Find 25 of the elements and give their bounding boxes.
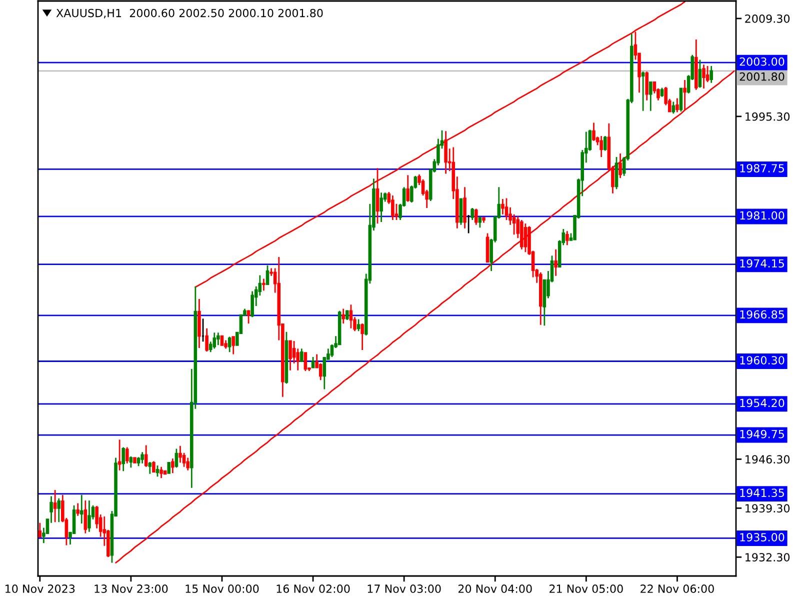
y-tick-label: 1932.30: [746, 553, 790, 562]
y-tick-label: 1939.30: [746, 504, 790, 513]
x-tick-label: 15 Nov 00:00: [186, 584, 259, 593]
x-tick-label: 17 Nov 03:00: [368, 584, 441, 593]
x-tick-label: 10 Nov 2023: [6, 584, 75, 593]
ref-line-label: 1941.35: [740, 488, 784, 498]
ref-line-label: 1987.75: [740, 164, 784, 172]
y-tick-label: 2009.30: [745, 14, 790, 23]
ref-line-label: 2003.00: [740, 57, 784, 66]
ref-line-label: 1974.15: [740, 259, 784, 268]
ref-line-label: 1966.85: [740, 310, 784, 319]
ref-line-label: 1949.75: [740, 430, 784, 438]
y-tick-label: 1946.30: [746, 455, 790, 464]
y-tick-label: 1995.30: [746, 112, 790, 121]
ref-line-label: 1954.20: [740, 398, 784, 408]
x-tick-label: 20 Nov 04:00: [458, 584, 532, 593]
x-tick-label: 16 Nov 02:00: [276, 584, 350, 593]
ref-line-label: 2001.80: [740, 72, 784, 81]
ref-line-label: 1981.00: [740, 211, 784, 220]
x-tick-label: 22 Nov 06:00: [640, 584, 714, 593]
x-tick-label: 21 Nov 05:00: [550, 584, 623, 593]
x-tick-label: 13 Nov 23:00: [94, 584, 168, 593]
ref-line-label: 1935.00: [740, 533, 784, 542]
ref-line-label: 1960.30: [740, 356, 784, 364]
text: XAUUSD,H1 2000.60 2002.50 2000.10 2001.80: [56, 8, 323, 18]
